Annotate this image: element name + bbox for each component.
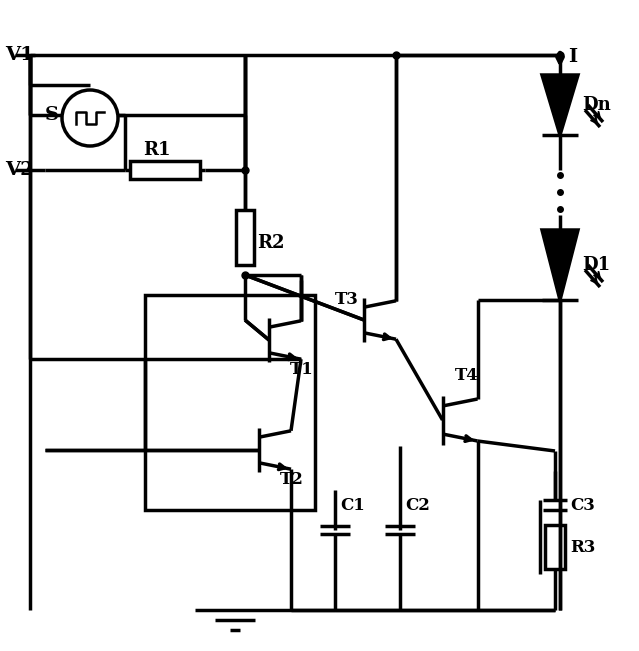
Text: T1: T1: [290, 361, 314, 378]
Text: V2: V2: [5, 161, 34, 179]
Text: C2: C2: [405, 497, 430, 514]
Polygon shape: [542, 75, 578, 135]
Text: T3: T3: [335, 292, 359, 309]
Text: R3: R3: [570, 538, 596, 555]
Text: V1: V1: [5, 46, 34, 64]
Text: C3: C3: [570, 497, 595, 514]
Text: R2: R2: [257, 234, 284, 251]
Bar: [236, 210, 254, 265]
Bar: [130, 161, 200, 179]
Text: T2: T2: [280, 471, 304, 488]
Text: I: I: [568, 48, 577, 66]
Text: S: S: [45, 106, 59, 124]
Text: D1: D1: [582, 256, 610, 274]
Bar: [545, 525, 565, 569]
Polygon shape: [542, 230, 578, 300]
Bar: [145, 295, 315, 510]
Text: T4: T4: [455, 367, 479, 383]
Text: C1: C1: [340, 497, 365, 514]
Text: Dn: Dn: [582, 96, 611, 114]
Text: R1: R1: [143, 141, 171, 159]
